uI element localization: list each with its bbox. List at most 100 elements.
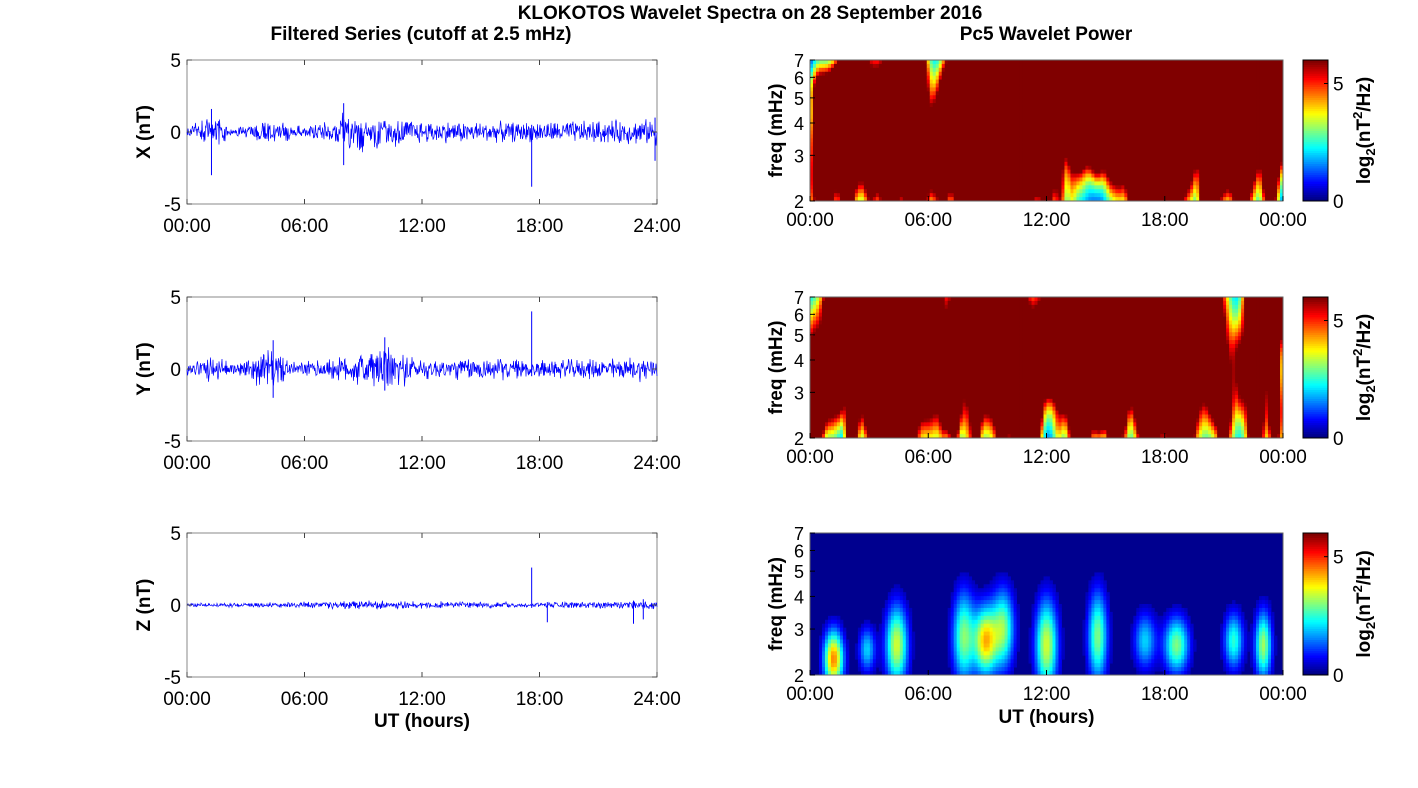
heatmap-cell [917,189,922,194]
heatmap-cell [896,173,901,178]
heatmap-cell [827,193,832,198]
series-line [186,347,658,387]
heatmap-cell [1199,126,1203,131]
heatmap-cell [1088,110,1092,116]
heatmap-cell [1154,157,1158,163]
heatmap-cell [878,142,883,147]
heatmap-cell [1025,95,1029,100]
heatmap-cell [1214,173,1218,178]
x-tick-label: 18:00 [516,689,564,710]
heatmap-cell [1109,122,1113,127]
heatmap-cell [980,134,985,139]
heatmap-cell [941,79,946,84]
heatmap-cell [971,91,976,96]
heatmap-cell [965,122,970,127]
heatmap-cell [1130,142,1134,147]
heatmap-cell [881,169,886,174]
heatmap-cell [827,165,832,171]
heatmap-cell [875,87,880,92]
heatmap-cell [899,134,904,139]
heatmap-cell [1067,177,1071,182]
heatmap-cell [1181,75,1185,80]
heatmap-cell [854,138,859,143]
heatmap-cell [959,114,964,120]
heatmap-cell [962,110,967,116]
heatmap-cell [854,134,859,139]
heatmap-cell [1139,67,1143,73]
heatmap-cell [938,75,943,80]
heatmap-cell [1154,63,1158,69]
heatmap-cell [1076,142,1080,147]
heatmap-cell [965,60,970,65]
heatmap-cell [1037,107,1041,112]
heatmap-cell [1133,154,1137,159]
heatmap-cell [956,130,961,135]
heatmap-cell [1187,193,1191,198]
heatmap-cell [1037,103,1041,108]
heatmap-cell [926,118,931,124]
heatmap-cell [983,169,988,174]
heatmap-cell [1115,71,1119,77]
heatmap-cell [1058,185,1062,190]
heatmap-cell [1049,161,1053,167]
heatmap-cell [959,87,964,92]
heatmap-cell [1049,71,1053,77]
heatmap-cell [998,157,1002,163]
heatmap-cell [1043,169,1047,174]
heatmap-cell [971,126,976,131]
heatmap-cell [1187,165,1191,171]
heatmap-cell [1022,126,1026,131]
heatmap-cell [854,157,859,163]
heatmap-cell [848,75,853,80]
heatmap-cell [977,83,982,88]
heatmap-cell [836,146,841,151]
heatmap-cell [935,122,940,127]
heatmap-cell [881,193,886,198]
heatmap-cell [1028,154,1032,159]
heatmap-cell [1073,146,1077,151]
heatmap-cell [1112,110,1116,116]
heatmap-cell [1085,60,1089,65]
heatmap-cell [810,71,814,77]
heatmap-cell [1019,181,1023,186]
heatmap-cell [1142,134,1146,139]
heatmap-cell [980,177,985,182]
heatmap-cell [1211,67,1215,73]
heatmap-cell [845,189,850,194]
heatmap-cell [1010,126,1014,131]
heatmap-cell [1112,181,1116,186]
series-line [186,600,658,611]
heatmap-cell [1148,189,1152,194]
heatmap-cell [1214,138,1218,143]
heatmap-cell [917,130,922,135]
heatmap-cell [1103,169,1107,174]
heatmap-cell [956,91,961,96]
heatmap-cell [842,185,847,190]
heatmap-cell [1088,150,1092,155]
heatmap-cell [908,107,913,112]
heatmap-cell [1169,67,1173,73]
heatmap-cell [1082,99,1086,104]
heatmap-cell [875,122,880,127]
heatmap-cell [1178,173,1182,178]
heatmap-cell [818,181,823,186]
heatmap-cell [1112,138,1116,143]
heatmap-cell [1154,71,1158,77]
heatmap-cell [812,146,817,151]
heatmap-cell [1043,177,1047,182]
heatmap-cell [1052,63,1056,69]
heatmap-cell [956,185,961,190]
heatmap-cell [1097,169,1101,174]
heatmap-cell [824,103,829,108]
heatmap-cell [1016,146,1020,151]
heatmap-cell [833,71,838,77]
heatmap-cell [1037,169,1041,174]
heatmap-cell [1142,193,1146,198]
heatmap-cell [1121,87,1125,92]
heatmap-cell [1151,157,1155,163]
heatmap-cell [956,95,961,100]
heatmap-cell [998,71,1002,77]
heatmap-cell [1145,110,1149,116]
heatmap-cell [1178,193,1182,198]
heatmap-cell [950,177,955,182]
